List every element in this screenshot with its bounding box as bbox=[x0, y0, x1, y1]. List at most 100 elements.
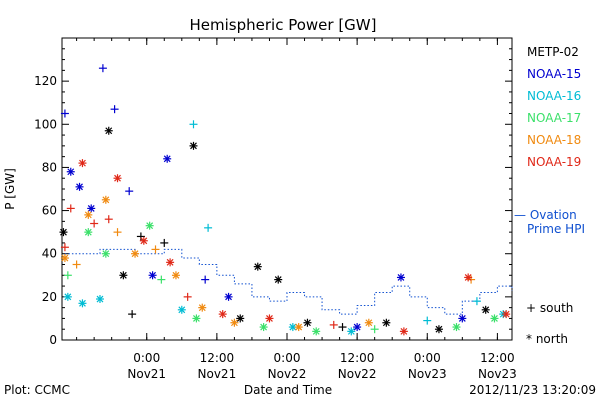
marker-d2 bbox=[149, 271, 157, 279]
north-marker bbox=[481, 305, 490, 314]
ovation-path bbox=[64, 248, 513, 315]
north-marker bbox=[265, 314, 274, 323]
south-marker bbox=[104, 215, 113, 224]
marker-d2 bbox=[79, 159, 86, 167]
north-marker bbox=[253, 262, 262, 271]
plot-timestamp: 2012/11/23 13:20:09 bbox=[469, 383, 596, 397]
marker-d2 bbox=[502, 310, 510, 318]
marker-d2 bbox=[304, 319, 311, 327]
plot-credit: Plot: CCMC bbox=[4, 383, 70, 397]
north-marker bbox=[95, 295, 104, 304]
ovation-legend-line2: Prime HPI bbox=[527, 222, 585, 236]
marker-d2 bbox=[198, 304, 206, 312]
north-marker bbox=[274, 275, 283, 284]
data-points bbox=[59, 64, 511, 336]
x-tick-time: 12:00 bbox=[200, 351, 235, 365]
north-marker bbox=[78, 299, 87, 308]
marker-d2 bbox=[178, 306, 186, 314]
north-marker bbox=[60, 254, 69, 263]
north-marker bbox=[382, 318, 391, 327]
north-marker bbox=[192, 314, 201, 323]
marker-d2 bbox=[464, 274, 472, 281]
north-marker bbox=[490, 314, 499, 323]
marker-d2 bbox=[114, 174, 121, 182]
north-marker bbox=[399, 327, 408, 336]
legend-entry: NOAA-17 bbox=[527, 111, 581, 125]
north-marker bbox=[139, 236, 148, 245]
south-marker bbox=[63, 271, 72, 280]
north-marker bbox=[101, 249, 110, 258]
marker-d2 bbox=[353, 323, 361, 331]
south-marker bbox=[338, 323, 347, 332]
north-marker bbox=[294, 323, 303, 332]
x-tick-date: Nov22 bbox=[268, 367, 307, 381]
south-marker bbox=[60, 109, 69, 118]
x-tick-time: 0:00 bbox=[133, 351, 160, 365]
marker-d2 bbox=[61, 254, 69, 262]
marker-d2 bbox=[102, 196, 110, 204]
north-marker bbox=[259, 323, 268, 332]
y-axis: 0 20 40 60 80 100 120 bbox=[34, 48, 512, 347]
x-axis: 0:00 Nov21 12:00 Nov21 0:00 Nov22 12:00 Nov22 0:… bbox=[76, 38, 517, 381]
marker-d2 bbox=[84, 211, 92, 219]
south-marker bbox=[370, 325, 379, 334]
north-marker bbox=[119, 271, 128, 280]
legend-entry: NOAA-18 bbox=[527, 133, 581, 147]
north-marker bbox=[113, 174, 122, 183]
y-tick-label: 80 bbox=[42, 160, 57, 174]
north-marker bbox=[163, 154, 172, 163]
marker-d2 bbox=[105, 127, 113, 135]
north-marker bbox=[59, 228, 68, 237]
south-marker bbox=[189, 120, 198, 129]
north-marker bbox=[224, 292, 233, 301]
north-marker bbox=[458, 314, 467, 323]
north-marker bbox=[63, 292, 72, 301]
north-marker bbox=[303, 318, 312, 327]
marker-d2 bbox=[236, 315, 244, 322]
marker-d2 bbox=[453, 323, 460, 331]
south-marker bbox=[204, 223, 213, 232]
x-tick-date: Nov22 bbox=[338, 367, 377, 381]
marker-d2 bbox=[260, 323, 268, 331]
north-marker bbox=[148, 271, 157, 280]
south-marker bbox=[66, 204, 75, 213]
marker-d2 bbox=[458, 315, 466, 322]
marker-d2 bbox=[96, 295, 104, 303]
y-tick-label: 120 bbox=[34, 74, 57, 88]
south-marker bbox=[151, 245, 160, 254]
y-tick-label: 60 bbox=[42, 204, 57, 218]
chart-title: Hemispheric Power [GW] bbox=[190, 16, 377, 34]
marker-d2 bbox=[79, 299, 86, 307]
north-marker bbox=[198, 303, 207, 312]
north-marker bbox=[75, 182, 84, 191]
marker-d2 bbox=[84, 228, 92, 236]
y-tick-label: 20 bbox=[42, 290, 57, 304]
north-marker bbox=[230, 318, 239, 327]
north-marker bbox=[312, 327, 321, 336]
south-marker bbox=[90, 219, 99, 228]
x-axis-label: Date and Time bbox=[244, 383, 332, 397]
marker-d2 bbox=[172, 271, 180, 279]
marker-d2 bbox=[190, 142, 197, 150]
legend-entry: NOAA-19 bbox=[527, 155, 581, 169]
legend-entry: NOAA-15 bbox=[527, 67, 581, 81]
marker-d2 bbox=[67, 168, 75, 176]
marker-d2 bbox=[102, 250, 110, 258]
marker-d2 bbox=[140, 237, 148, 245]
north-marker bbox=[396, 273, 405, 282]
south-marker bbox=[183, 292, 192, 301]
north-marker-legend: * north bbox=[526, 332, 568, 346]
marker-d2 bbox=[76, 183, 83, 191]
north-marker bbox=[189, 141, 198, 150]
marker-d2 bbox=[400, 327, 408, 335]
north-marker bbox=[171, 271, 180, 280]
north-marker bbox=[166, 258, 175, 267]
south-marker-legend: + south bbox=[526, 301, 573, 315]
ovation-series-line bbox=[64, 248, 513, 315]
marker-d2 bbox=[87, 204, 95, 212]
y-tick-label: 100 bbox=[34, 117, 57, 131]
north-marker bbox=[84, 210, 93, 219]
marker-d2 bbox=[289, 323, 297, 331]
marker-d2 bbox=[266, 315, 273, 322]
marker-d2 bbox=[312, 327, 320, 335]
